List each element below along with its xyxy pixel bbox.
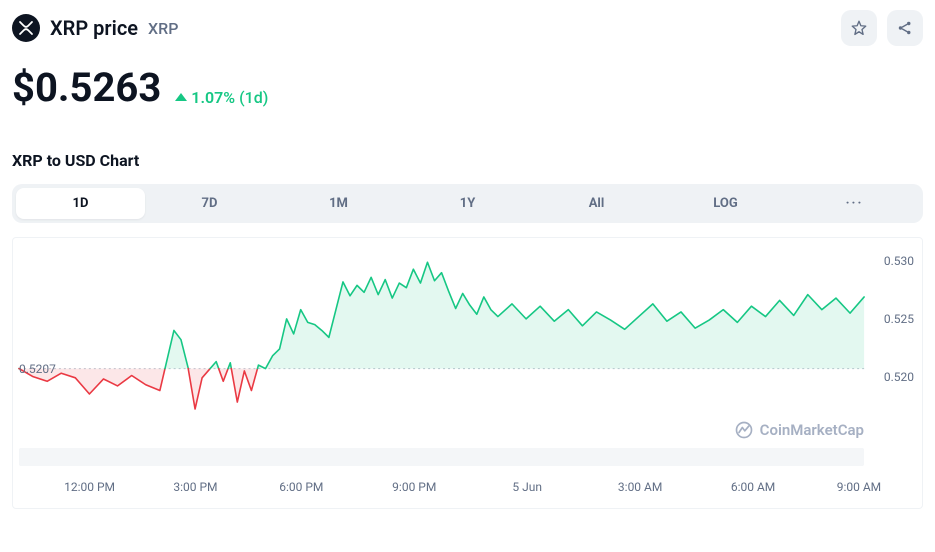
x-tick: 3:00 PM	[173, 480, 217, 494]
range-tabs: 1D 7D 1M 1Y All LOG ···	[12, 184, 923, 223]
coin-ticker: XRP	[148, 19, 178, 38]
x-tick: 12:00 PM	[64, 480, 115, 494]
caret-up-icon	[175, 93, 187, 101]
y-tick: 0.520	[884, 370, 914, 384]
tab-more[interactable]: ···	[790, 188, 919, 219]
open-price-label: 0.5207	[19, 362, 56, 376]
price-chart	[13, 238, 922, 446]
header-actions	[841, 10, 923, 46]
price-value: $0.5263	[12, 64, 161, 111]
coin-name: XRP price	[50, 16, 138, 40]
chart-container: 0.520 0.525 0.530 0.5207 CoinMarketCap 12:…	[12, 237, 923, 509]
x-tick: 5 Jun	[512, 480, 542, 494]
chart-plot-area[interactable]: 0.520 0.525 0.530 0.5207 CoinMarketCap	[13, 238, 922, 446]
tab-7d[interactable]: 7D	[145, 188, 274, 219]
x-tick: 9:00 AM	[837, 480, 881, 494]
tab-1d[interactable]: 1D	[16, 188, 145, 219]
share-icon	[896, 19, 914, 37]
x-tick: 6:00 PM	[279, 480, 323, 494]
xrp-logo-icon	[12, 14, 40, 42]
coinmarketcap-icon	[734, 420, 754, 440]
volume-strip	[19, 448, 864, 466]
tab-all[interactable]: All	[532, 188, 661, 219]
price-row: $0.5263 1.07% (1d)	[12, 64, 923, 111]
price-change: 1.07% (1d)	[175, 88, 268, 107]
watermark: CoinMarketCap	[734, 420, 864, 440]
change-percent: 1.07%	[191, 88, 235, 107]
star-icon	[850, 19, 868, 37]
share-button[interactable]	[887, 10, 923, 46]
x-tick: 9:00 PM	[392, 480, 436, 494]
favorite-button[interactable]	[841, 10, 877, 46]
watermark-text: CoinMarketCap	[760, 421, 864, 439]
x-tick: 3:00 AM	[618, 480, 662, 494]
x-tick: 6:00 AM	[731, 480, 775, 494]
change-period: (1d)	[239, 88, 268, 107]
tab-log[interactable]: LOG	[661, 188, 790, 219]
y-tick: 0.530	[884, 254, 914, 268]
header-row: XRP price XRP	[12, 10, 923, 46]
tab-1m[interactable]: 1M	[274, 188, 403, 219]
tab-1y[interactable]: 1Y	[403, 188, 532, 219]
chart-title: XRP to USD Chart	[12, 151, 923, 170]
coin-identity: XRP price XRP	[12, 14, 178, 42]
y-tick: 0.525	[884, 312, 914, 326]
x-axis: 12:00 PM 3:00 PM 6:00 PM 9:00 PM 5 Jun 3:00 A…	[13, 472, 922, 508]
